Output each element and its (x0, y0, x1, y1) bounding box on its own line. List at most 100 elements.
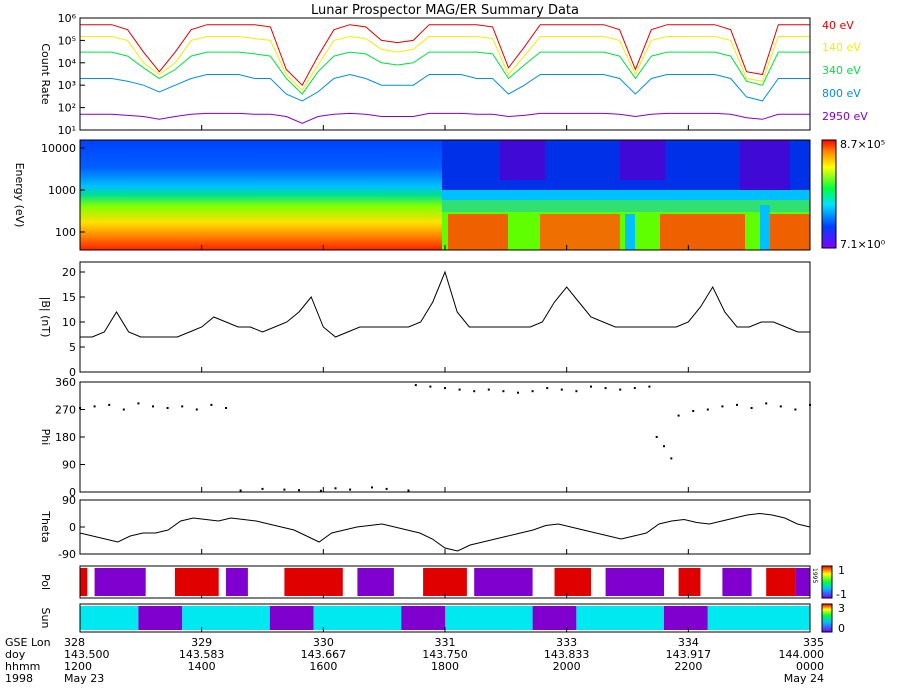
phi-point (444, 387, 446, 390)
xtick-label: May 23 (64, 672, 104, 685)
phi-point (429, 385, 432, 388)
phi-points (79, 384, 811, 492)
spectrogram-panel: Energy (eV) 100 1000 10000 8.7×10⁵ 7.1×10⁰ (13, 138, 886, 251)
phi-point (473, 390, 476, 393)
ytick-label: 1000 (48, 184, 76, 197)
xtick-label: 1400 (188, 660, 216, 673)
ytick-label: 10¹ (58, 124, 76, 137)
polarity-tick-top: 1 (838, 564, 845, 577)
phi-point (122, 408, 125, 411)
segment-bar (226, 568, 248, 596)
phi-point (531, 390, 534, 393)
legend-label-4: 2950 eV (822, 110, 868, 123)
x-axis: GSE Lon doy hhmm 1998 328143.5001200May … (5, 125, 824, 685)
segment-bar (554, 568, 591, 596)
series-line-4 (80, 112, 810, 124)
phi-point (590, 385, 592, 388)
ytick-label: 10³ (58, 79, 76, 92)
xtick-label: 333 (556, 636, 577, 649)
phi-point (225, 407, 227, 409)
count-rate-yticks: 10¹ 10² 10³ 10⁴ 10⁵ 10⁶ (58, 12, 85, 137)
polarity-side-label: 1995 (811, 568, 818, 583)
phi-point (663, 445, 665, 448)
xtick-label: 143.833 (544, 648, 590, 661)
series-line-0 (80, 24, 810, 87)
xtick-label: 143.583 (179, 648, 225, 661)
xtick-label: 330 (313, 636, 334, 649)
ytick-label: 10⁵ (58, 34, 76, 47)
segment-bar (576, 606, 664, 630)
xtick-label: 143.667 (301, 648, 347, 661)
series-line-2 (80, 51, 810, 95)
phi-point (458, 388, 461, 391)
phi-point (633, 387, 636, 390)
xtick-label: 331 (435, 636, 456, 649)
ytick-label: 5 (69, 341, 76, 354)
phi-point (677, 414, 680, 417)
ytick-label: 90 (62, 459, 76, 472)
x-row-label-doy: doy (5, 648, 26, 661)
ytick-label: 15 (62, 291, 76, 304)
sun-segments (80, 606, 810, 630)
ytick-label: 0 (69, 521, 76, 534)
polarity-panel: Pol 1995 1 -1 (39, 564, 847, 601)
xtick-label: 328 (64, 636, 85, 649)
phi-point (166, 407, 169, 409)
count-rate-panel: Count Rate 10¹ 10² 10³ 10⁴ 10⁵ 10⁶ 40 eV 140 e… (39, 12, 868, 137)
phi-point (93, 405, 96, 408)
xtick-label: 2000 (553, 660, 581, 673)
phi-point (195, 408, 198, 411)
spectrogram-quiet-region (80, 140, 442, 250)
phi-point (794, 408, 797, 411)
phi-point (721, 405, 724, 408)
ytick-label: 90 (62, 494, 76, 507)
legend-label-3: 800 eV (822, 87, 861, 100)
segment-bar (423, 568, 467, 596)
phi-point (152, 405, 154, 408)
theta-line (79, 512, 811, 552)
legend-label-0: 40 eV (822, 19, 854, 32)
ytick-label: 100 (55, 226, 76, 239)
count-rate-legend: 40 eV 140 eV 340 eV 800 eV 2950 eV (822, 19, 868, 123)
segment-bar (664, 606, 708, 630)
phi-point (619, 388, 622, 391)
polarity-ylabel: Pol (39, 574, 52, 590)
polarity-tick-bottom: -1 (836, 588, 847, 601)
xtick-label: 1200 (64, 660, 92, 673)
phi-point (575, 390, 578, 393)
phi-point (692, 410, 695, 412)
ytick-label: 0 (69, 366, 76, 379)
polarity-colorbar (821, 565, 833, 599)
xtick-label: 1600 (309, 660, 337, 673)
bmag-yticks: 0 5 10 15 20 (62, 266, 85, 379)
phi-point (414, 384, 417, 387)
phi-point (648, 385, 651, 388)
sun-tick-bottom: 0 (838, 622, 845, 635)
ytick-label: 10000 (41, 142, 76, 155)
segment-bar (605, 568, 664, 596)
count-rate-series (80, 24, 810, 124)
segment-bar (678, 568, 701, 596)
xtick-label: 143.500 (64, 648, 110, 661)
segment-bar (532, 606, 577, 630)
series-line-3 (80, 73, 810, 102)
segment-bar (445, 606, 533, 630)
series-line-1 (80, 35, 810, 91)
phi-point (283, 488, 286, 491)
phi-point (604, 387, 607, 390)
xtick-label: 334 (678, 636, 699, 649)
phi-point (560, 388, 563, 391)
ytick-label: 10⁶ (58, 12, 77, 25)
ytick-label: 20 (62, 266, 76, 279)
segment-bar (284, 568, 343, 596)
bmag-line (80, 270, 810, 338)
ytick-label: 180 (55, 431, 76, 444)
segment-bar (707, 606, 810, 630)
phi-point (655, 436, 658, 438)
phi-point (502, 390, 505, 393)
phi-panel: Phi 0 90 180 270 360 (39, 376, 811, 499)
sun-ylabel: Sun (39, 608, 52, 629)
sun-panel: Sun 3 0 (39, 602, 845, 635)
